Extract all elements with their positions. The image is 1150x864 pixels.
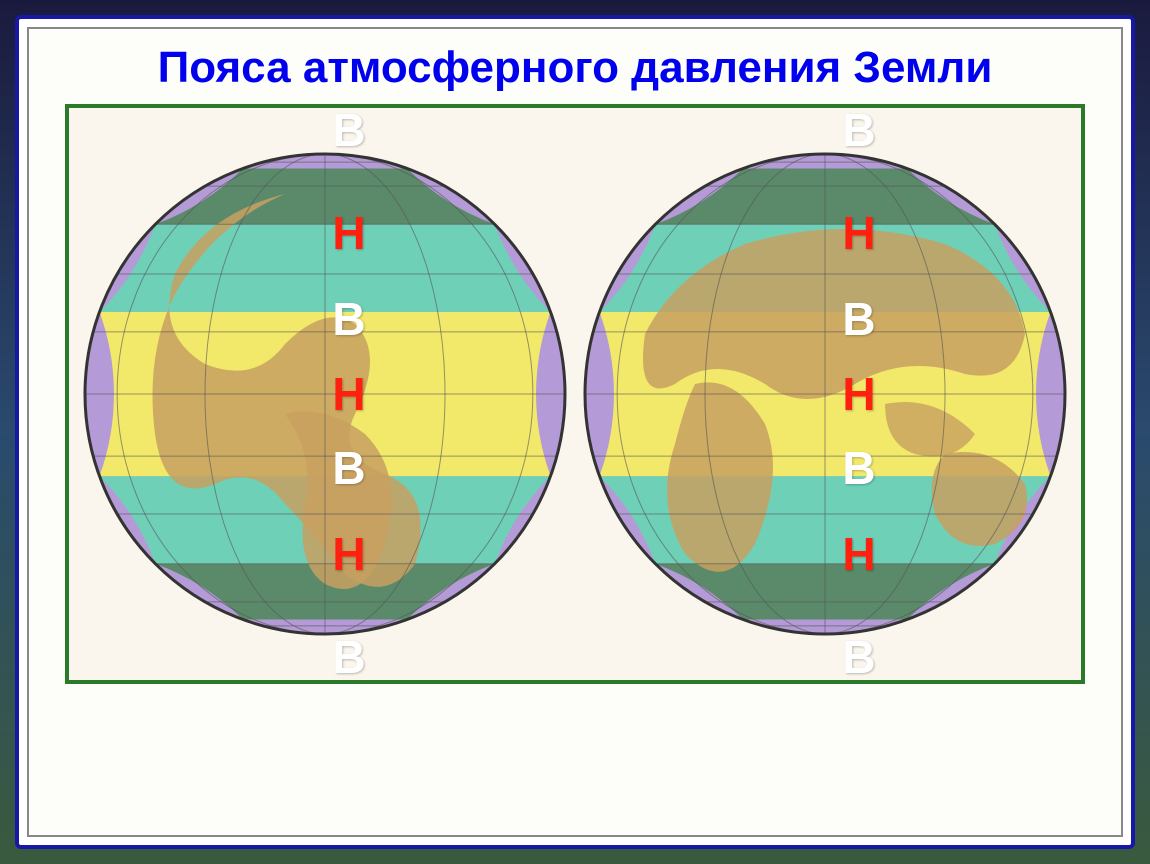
pressure-belts-diagram: ВНВНВНВ ВНВНВНВ bbox=[65, 104, 1085, 684]
globe-western-hemisphere bbox=[75, 144, 575, 644]
globe-eastern-hemisphere bbox=[575, 144, 1075, 644]
globes-container bbox=[69, 108, 1081, 680]
slide-panel: Пояса атмосферного давления Земли bbox=[27, 27, 1123, 837]
slide-outer-frame: Пояса атмосферного давления Земли bbox=[15, 15, 1135, 849]
slide-title: Пояса атмосферного давления Земли bbox=[158, 43, 993, 94]
